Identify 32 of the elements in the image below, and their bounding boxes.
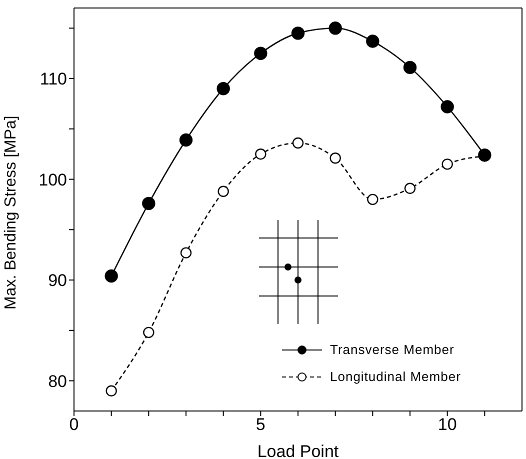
point	[440, 100, 454, 114]
legend-label: Longitudinal Member	[330, 369, 461, 384]
point	[104, 269, 118, 283]
point	[254, 46, 268, 60]
point	[255, 148, 266, 160]
point	[291, 26, 305, 40]
x-tick-label: 10	[438, 415, 457, 434]
point	[404, 182, 416, 194]
point	[218, 186, 229, 197]
point	[366, 34, 380, 48]
point	[142, 196, 156, 210]
point	[328, 22, 342, 35]
y-tick-label: 110	[40, 70, 67, 89]
x-tick-label: 0	[69, 415, 79, 434]
point	[179, 133, 193, 147]
y-axis-title: Max. Bending Stress [MPa]	[2, 116, 20, 310]
point	[180, 247, 192, 258]
point	[143, 326, 154, 338]
y-tick-label: 90	[48, 271, 67, 290]
legend-label: Transverse Member	[330, 342, 454, 357]
y-tick-label: 100	[38, 170, 67, 190]
y-tick-label: 80	[48, 372, 67, 391]
x-tick-label: 5	[256, 415, 266, 434]
point	[216, 82, 230, 96]
point	[330, 152, 341, 164]
point	[403, 60, 417, 74]
point	[478, 148, 492, 162]
x-axis-title: Load Point	[257, 442, 339, 459]
point	[292, 137, 304, 149]
point	[367, 194, 378, 206]
point	[442, 158, 453, 170]
point	[106, 385, 117, 396]
